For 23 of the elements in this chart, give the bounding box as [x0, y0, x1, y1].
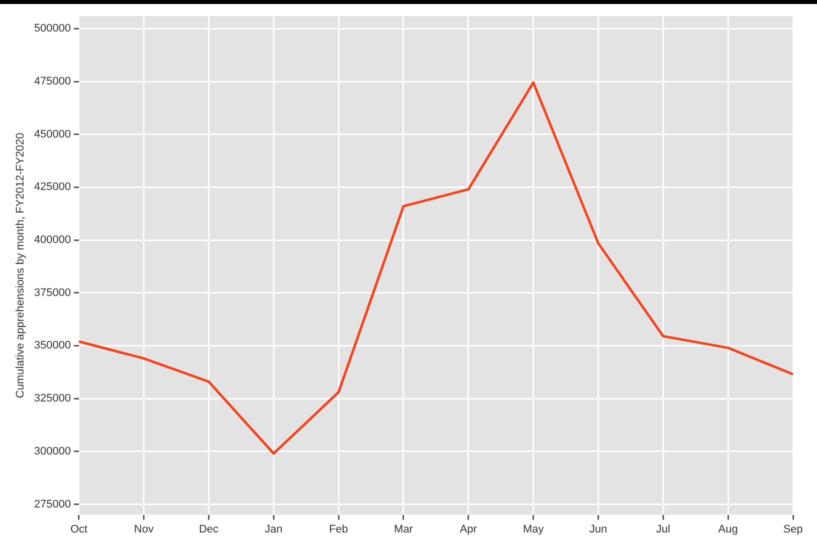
y-tick-label: 300000: [34, 445, 71, 458]
x-tick-label: Aug: [718, 523, 738, 536]
y-tick-label: 375000: [34, 286, 71, 299]
y-tick-label: 325000: [34, 392, 71, 405]
y-tick-label: 500000: [34, 22, 71, 35]
x-tick-label: May: [522, 523, 544, 536]
y-axis-title: Cumulative apprehensions by month, FY2012-FY2020: [14, 132, 27, 398]
x-tick-label: Nov: [134, 523, 154, 536]
y-tick-label: 450000: [34, 128, 71, 140]
y-tick-label: 400000: [34, 234, 71, 246]
x-tick-label: Dec: [198, 523, 220, 536]
x-tick-label: Jan: [264, 523, 283, 536]
y-tick-label: 275000: [34, 498, 71, 510]
x-tick-label: Feb: [329, 523, 348, 536]
x-tick-label: Apr: [460, 523, 478, 536]
y-tick-label: 425000: [34, 181, 71, 194]
x-tick-label: Sep: [783, 523, 803, 536]
y-tick-label: 475000: [34, 76, 71, 88]
x-tick-label: Mar: [394, 523, 414, 536]
x-tick-label: Jun: [589, 523, 608, 536]
x-tick-label: Jul: [656, 523, 670, 536]
y-tick-label: 350000: [34, 340, 71, 352]
x-tick-label: Oct: [70, 523, 88, 536]
